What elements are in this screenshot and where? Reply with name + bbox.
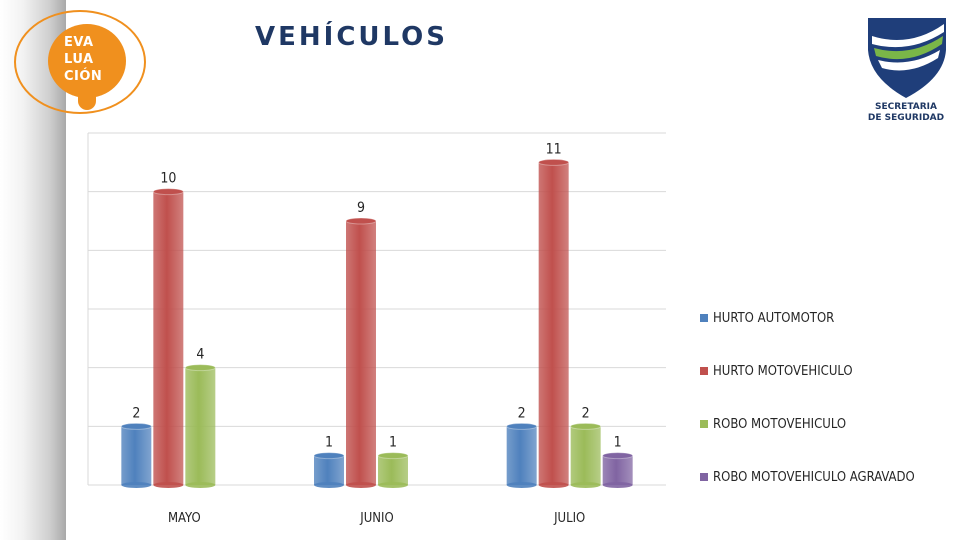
bar [184,364,216,488]
bar [506,422,538,488]
logo-blob [48,24,126,98]
legend-swatch [700,420,708,428]
legend-swatch [700,314,708,322]
bar [570,422,602,488]
evaluacion-logo: EVA LUA CIÓN [8,6,158,124]
bar [313,452,345,488]
legend-swatch [700,367,708,375]
bar [152,188,184,488]
data-label: 2 [132,405,140,421]
logo-text-line: EVA [64,35,94,50]
bar [345,217,377,488]
logo-ring [14,10,146,114]
seal-name-line: SECRETARIA [875,102,937,112]
legend-label: ROBO MOTOVEHICULO [713,416,847,432]
data-label: 1 [389,435,397,451]
legend-label: ROBO MOTOVEHICULO AGRAVADO [713,469,915,485]
bar [377,452,409,488]
chart-bars [120,158,634,488]
legend-label: HURTO MOTOVEHICULO [713,363,853,379]
shield-icon [868,18,946,98]
data-label: 1 [325,435,333,451]
legend-item: HURTO MOTOVEHICULO [700,361,960,381]
secretaria-seal-logo: SECRETARIA DE SEGURIDAD [860,14,952,126]
logo-text: EVA LUA CIÓN [64,34,124,85]
legend-item: ROBO MOTOVEHICULO AGRAVADO [700,467,960,487]
x-tick-label: JULIO [553,511,585,526]
page-title: VEHÍCULOS [255,22,448,52]
chart-data-labels: 2 10 4 1 9 1 2 11 2 1 [132,141,621,450]
legend-item: ROBO MOTOVEHICULO [700,414,960,434]
data-label: 10 [160,171,176,187]
data-label: 2 [582,405,590,421]
seal-name-line: DE SEGURIDAD [867,113,945,123]
chart-gridlines [87,132,666,486]
x-tick-label: MAYO [168,511,201,526]
data-label: 11 [546,141,562,157]
data-label: 1 [614,435,622,451]
chart-x-axis: MAYO JUNIO JULIO [168,511,585,526]
legend-label: HURTO AUTOMOTOR [713,310,835,326]
data-label: 9 [357,200,365,216]
legend-swatch [700,473,708,481]
logo-text-line: CIÓN [64,69,103,84]
logo-stem [78,88,96,110]
data-label: 2 [518,405,526,421]
data-label: 4 [196,347,204,363]
x-tick-label: JUNIO [359,511,393,526]
bar [538,158,570,488]
bar [120,422,152,488]
bar [602,452,634,488]
logo-text-line: LUA [64,52,94,67]
seal-name: SECRETARIA DE SEGURIDAD [860,102,952,124]
legend-item: HURTO AUTOMOTOR [700,308,960,328]
